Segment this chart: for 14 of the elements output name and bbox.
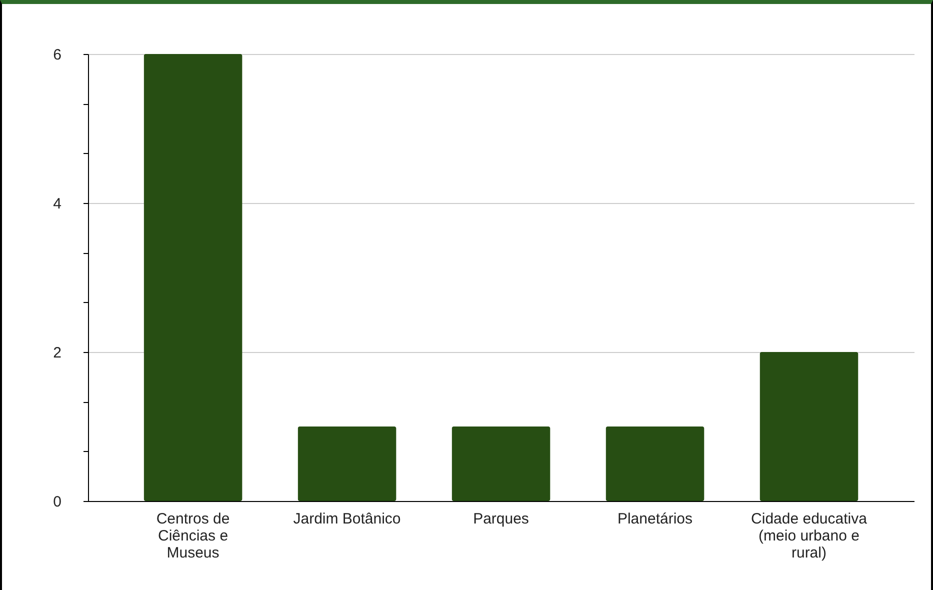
- y-tick-label: 6: [53, 46, 62, 64]
- x-tick-label: Parques: [473, 510, 529, 528]
- y-tick-label: 2: [53, 344, 62, 362]
- bar: [298, 426, 396, 501]
- x-tick-label: Jardim Botânico: [293, 510, 401, 528]
- y-tick-label: 4: [53, 196, 62, 212]
- x-tick-label: Planetários: [617, 510, 693, 528]
- bar: [760, 352, 858, 501]
- x-tick-label: Centros de Ciências e Museus: [156, 510, 230, 562]
- x-tick-label: Cidade educativa (meio urbano e rural): [751, 510, 868, 562]
- bar: [606, 426, 704, 501]
- bar: [452, 426, 550, 501]
- y-tick-label: 0: [53, 494, 62, 510]
- bar: [144, 54, 242, 501]
